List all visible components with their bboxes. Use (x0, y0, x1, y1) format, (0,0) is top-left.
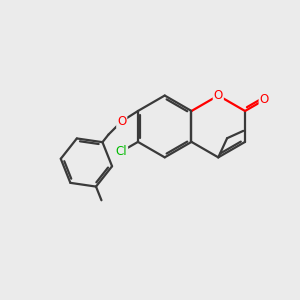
Text: O: O (214, 89, 223, 102)
Text: Cl: Cl (116, 145, 127, 158)
Text: O: O (260, 93, 269, 106)
Text: O: O (117, 115, 126, 128)
